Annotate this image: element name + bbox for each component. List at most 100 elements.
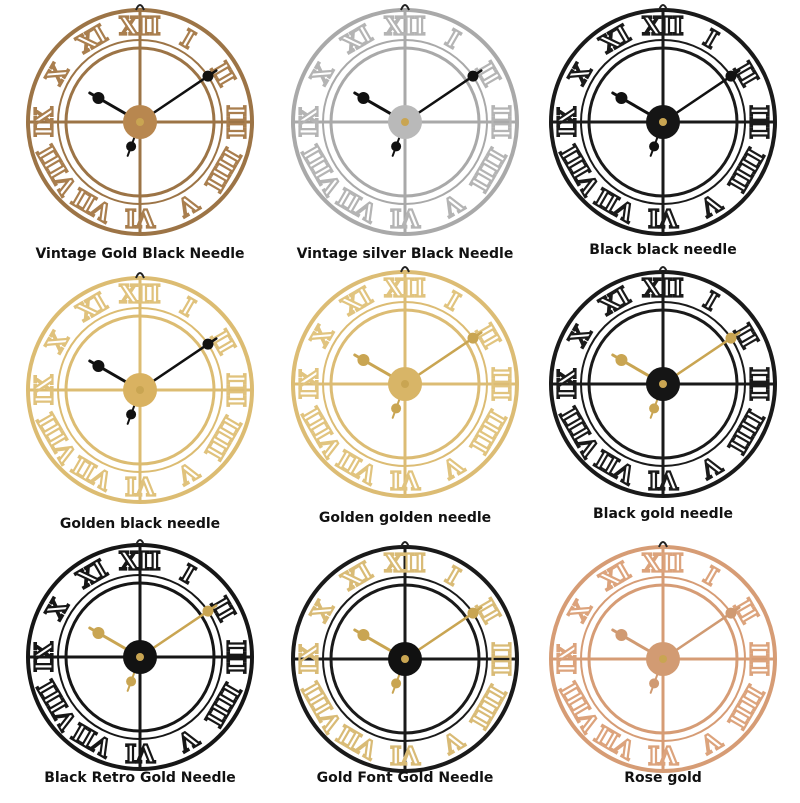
roman-numeral: I bbox=[176, 291, 200, 322]
clock-variant[interactable]: XII I II III IIII V VI VII VIII IX X XI Golden golde… bbox=[272, 262, 538, 528]
roman-numeral: IX bbox=[30, 375, 59, 405]
roman-numeral: VI bbox=[390, 741, 421, 770]
variant-label: Golden black needle bbox=[59, 516, 221, 532]
roman-numeral: I bbox=[441, 560, 465, 591]
hour-hand-tip bbox=[92, 92, 105, 104]
center-pin bbox=[136, 118, 144, 126]
roman-numeral: IX bbox=[295, 369, 324, 399]
roman-numeral: I bbox=[699, 285, 723, 316]
roman-numeral: IX bbox=[553, 369, 582, 399]
variant-label: Rose gold bbox=[624, 770, 702, 786]
roman-numeral: XI bbox=[337, 556, 377, 596]
roman-numeral: I bbox=[699, 23, 723, 54]
roman-numeral: III bbox=[222, 373, 251, 407]
roman-numeral: XI bbox=[595, 556, 635, 596]
roman-numeral: VI bbox=[125, 739, 156, 768]
hanging-hook bbox=[658, 541, 668, 548]
hour-hand-tip bbox=[615, 629, 628, 641]
roman-numeral: IX bbox=[295, 644, 324, 674]
center-pin bbox=[659, 118, 667, 126]
clock-variant[interactable]: XII I II III IIII V VI VII VIII IX X XI Vintage Gold… bbox=[7, 0, 273, 266]
roman-numeral: XII bbox=[642, 274, 683, 303]
center-pin bbox=[401, 655, 409, 663]
hour-hand-tip bbox=[357, 92, 370, 104]
hanging-hook bbox=[658, 4, 668, 11]
roman-numeral: VI bbox=[648, 741, 679, 770]
clock-variant[interactable]: XII I II III IIII V VI VII VIII IX X XI Vintage silv… bbox=[272, 0, 538, 266]
clock-variant[interactable]: XII I II III IIII V VI VII VIII IX X XI Gold Font Go… bbox=[272, 537, 538, 803]
hanging-hook bbox=[135, 4, 145, 11]
variant-label: Golden golden needle bbox=[318, 510, 492, 526]
second-hand-tip bbox=[649, 678, 660, 689]
second-hand-tip bbox=[391, 678, 402, 689]
variant-label: Vintage silver Black Needle bbox=[296, 246, 514, 262]
center-pin bbox=[136, 653, 144, 661]
variant-label: Gold Font Gold Needle bbox=[316, 770, 494, 786]
roman-numeral: XI bbox=[337, 19, 377, 59]
roman-numeral: XII bbox=[119, 12, 160, 41]
roman-numeral: I bbox=[441, 285, 465, 316]
clock-variant[interactable]: XII I II III IIII V VI VII VIII IX X XI Black black … bbox=[530, 0, 796, 266]
hanging-hook bbox=[658, 266, 668, 273]
hanging-hook bbox=[135, 272, 145, 279]
roman-numeral: VI bbox=[648, 204, 679, 233]
minute-hand-tip bbox=[202, 605, 214, 617]
roman-numeral: VI bbox=[390, 466, 421, 495]
roman-numeral: IX bbox=[553, 107, 582, 137]
hanging-hook bbox=[400, 541, 410, 548]
roman-numeral: IX bbox=[30, 107, 59, 137]
roman-numeral: III bbox=[745, 642, 774, 676]
variant-label: Black Retro Gold Needle bbox=[44, 770, 236, 786]
roman-numeral: IX bbox=[30, 642, 59, 672]
minute-hand-tip bbox=[467, 607, 479, 619]
center-pin bbox=[401, 118, 409, 126]
roman-numeral: III bbox=[487, 367, 516, 401]
clock-variant[interactable]: XII I II III IIII V VI VII VIII IX X XI Golden black… bbox=[7, 268, 273, 534]
roman-numeral: XII bbox=[642, 12, 683, 41]
roman-numeral: IX bbox=[553, 644, 582, 674]
roman-numeral: III bbox=[487, 105, 516, 139]
roman-numeral: III bbox=[487, 642, 516, 676]
hanging-hook bbox=[400, 4, 410, 11]
hour-hand-tip bbox=[92, 360, 105, 372]
roman-numeral: XI bbox=[595, 19, 635, 59]
roman-numeral: III bbox=[745, 105, 774, 139]
roman-numeral: I bbox=[176, 23, 200, 54]
clock-variant[interactable]: XII I II III IIII V VI VII VIII IX X XI Black gold n… bbox=[530, 262, 796, 528]
roman-numeral: XI bbox=[72, 554, 112, 594]
minute-hand-tip bbox=[725, 332, 737, 344]
center-pin bbox=[659, 655, 667, 663]
hanging-hook bbox=[135, 539, 145, 546]
roman-numeral: III bbox=[222, 640, 251, 674]
hour-hand-tip bbox=[615, 92, 628, 104]
roman-numeral: XII bbox=[384, 12, 425, 41]
roman-numeral: XII bbox=[384, 274, 425, 303]
roman-numeral: VI bbox=[648, 466, 679, 495]
roman-numeral: XII bbox=[384, 549, 425, 578]
minute-hand-tip bbox=[467, 332, 479, 344]
roman-numeral: XI bbox=[595, 281, 635, 321]
roman-numeral: III bbox=[745, 367, 774, 401]
roman-numeral: VI bbox=[125, 472, 156, 501]
roman-numeral: XII bbox=[642, 549, 683, 578]
clock-variant[interactable]: XII I II III IIII V VI VII VIII IX X XI Black Retro … bbox=[7, 535, 273, 801]
hour-hand-tip bbox=[615, 354, 628, 366]
roman-numeral: I bbox=[176, 558, 200, 589]
second-hand-tip bbox=[391, 141, 402, 152]
clock-variant[interactable]: XII I II III IIII V VI VII VIII IX X XI Rose gold bbox=[530, 537, 796, 803]
roman-numeral: IX bbox=[295, 107, 324, 137]
roman-numeral: XII bbox=[119, 280, 160, 309]
minute-hand-tip bbox=[467, 70, 479, 82]
roman-numeral: I bbox=[441, 23, 465, 54]
hour-hand-tip bbox=[357, 629, 370, 641]
minute-hand-tip bbox=[202, 70, 214, 82]
second-hand-tip bbox=[649, 403, 660, 414]
roman-numeral: XI bbox=[337, 281, 377, 321]
second-hand-tip bbox=[126, 676, 137, 687]
